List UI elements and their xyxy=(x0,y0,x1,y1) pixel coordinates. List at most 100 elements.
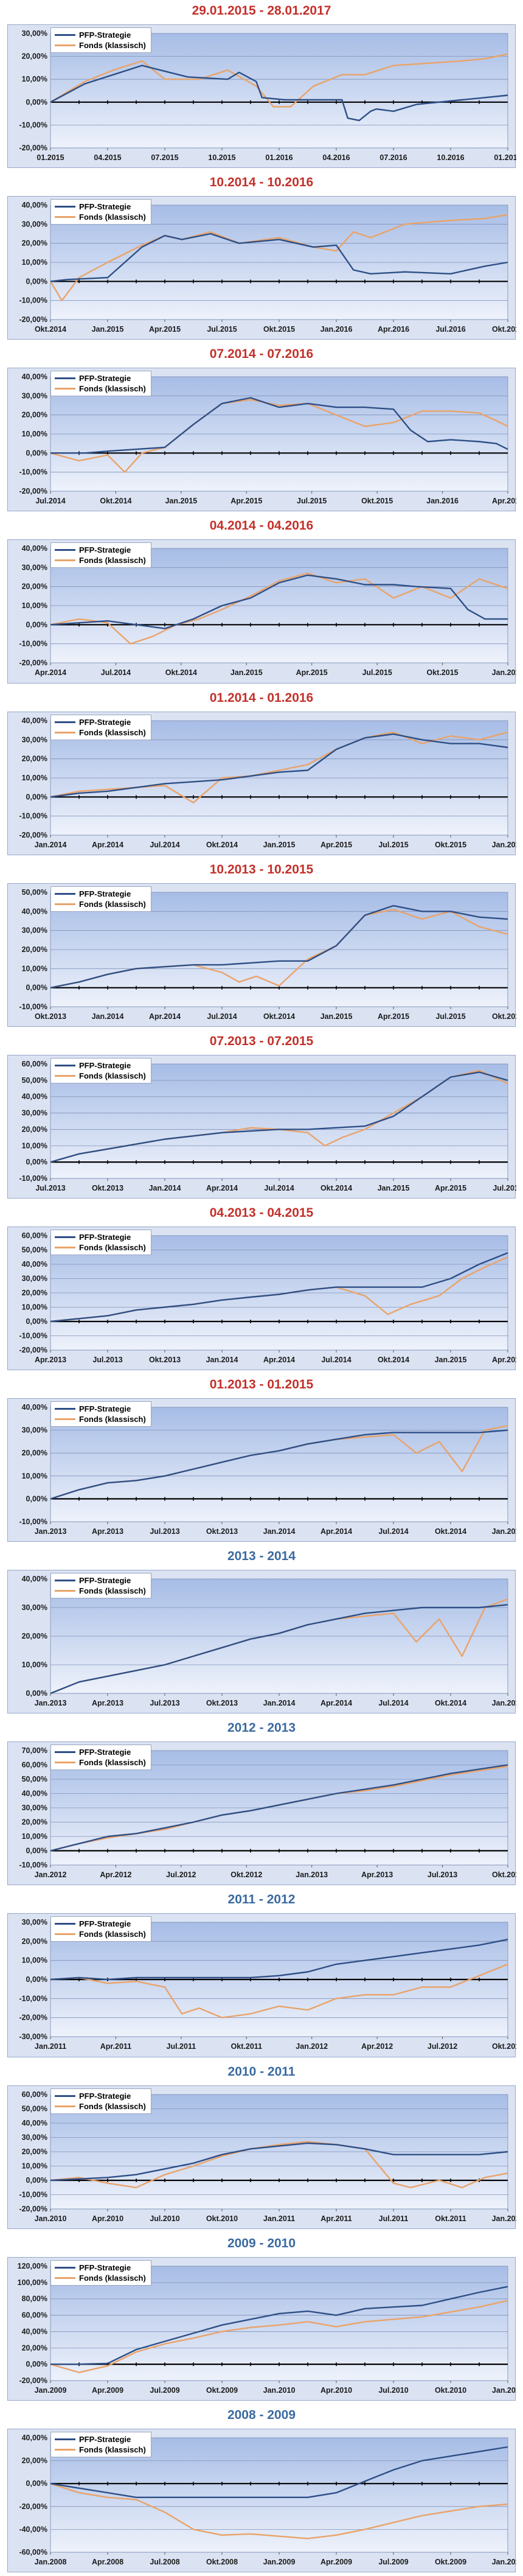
x-tick-label: Jan.2015 xyxy=(165,497,197,505)
chart-area: -10,00% 0,00% 10,00% 20,00% 30,00% 40,00% 50,0… xyxy=(7,883,516,1027)
legend-entry: Fonds (klassisch) xyxy=(55,1757,146,1768)
chart-legend: PFP-Strategie Fonds (klassisch) xyxy=(50,542,151,569)
legend-label: PFP-Strategie xyxy=(79,1919,131,1929)
chart-title: 2011 - 2012 xyxy=(227,1892,296,1907)
legend-label: PFP-Strategie xyxy=(79,374,131,383)
legend-label: Fonds (klassisch) xyxy=(79,2445,146,2454)
x-tick-label: Okt.2014 xyxy=(35,325,66,334)
x-tick-label: Jan.2012 xyxy=(492,2214,516,2223)
series-line-strategy xyxy=(50,2286,508,2365)
y-tick-label: -10,00% xyxy=(19,1995,47,2003)
legend-swatch xyxy=(55,2277,75,2279)
y-tick-label: 20,00% xyxy=(22,1449,47,1457)
legend-swatch xyxy=(55,1933,75,1936)
chart-panel: 01.2014 - 01.2016 -20,00% -10,00% 0,00% 10,0… xyxy=(0,687,523,859)
chart-title: 2010 - 2011 xyxy=(227,2064,296,2079)
chart-area: -10,00% 0,00% 10,00% 20,00% 30,00% 40,00% 50,0… xyxy=(7,1054,516,1199)
y-tick-label: 30,00% xyxy=(22,1603,47,1612)
y-tick-label: -60,00% xyxy=(19,2548,47,2557)
y-tick-label: -10,00% xyxy=(19,1331,47,1340)
x-tick-label: Apr.2015 xyxy=(492,1356,516,1364)
legend-swatch xyxy=(55,34,75,36)
y-tick-label: 40,00% xyxy=(22,1575,47,1583)
chart-legend: PFP-Strategie Fonds (klassisch) xyxy=(50,1573,151,1599)
legend-entry: Fonds (klassisch) xyxy=(55,383,146,394)
x-tick-label: Okt.2015 xyxy=(492,1012,516,1021)
chart-title: 29.01.2015 - 28.01.2017 xyxy=(192,4,331,18)
x-tick-label: Apr.2010 xyxy=(92,2214,123,2223)
legend-label: Fonds (klassisch) xyxy=(79,1930,146,1939)
legend-swatch xyxy=(55,2095,75,2097)
legend-entry: Fonds (klassisch) xyxy=(55,2273,146,2283)
y-tick-label: -20,00% xyxy=(19,2205,47,2213)
legend-entry: PFP-Strategie xyxy=(55,2434,146,2445)
chart-area: -20,00% -10,00% 0,00% 10,00% 20,00% 30,00% 40,… xyxy=(7,196,516,340)
y-tick-label: 80,00% xyxy=(22,2294,47,2303)
y-tick-label: 20,00% xyxy=(22,1289,47,1297)
legend-entry: Fonds (klassisch) xyxy=(55,2101,146,2112)
chart-title: 07.2014 - 07.2016 xyxy=(209,347,314,362)
y-tick-label: -20,00% xyxy=(19,659,47,667)
x-tick-label: Jul.2013 xyxy=(428,1871,457,1879)
y-tick-label: 0,00% xyxy=(26,1494,47,1503)
legend-swatch xyxy=(55,1408,75,1410)
y-tick-label: 20,00% xyxy=(22,754,47,763)
chart-panel: 10.2014 - 10.2016 -20,00% -10,00% 0,00% 10,0… xyxy=(0,172,523,343)
x-tick-label: Okt.2015 xyxy=(435,841,466,849)
y-tick-label: 60,00% xyxy=(22,1231,47,1240)
x-tick-label: Jan.2010 xyxy=(492,2558,516,2566)
x-tick-label: Jan.2015 xyxy=(492,1699,516,1707)
legend-label: PFP-Strategie xyxy=(79,545,131,555)
x-tick-label: 04.2016 xyxy=(322,153,350,162)
chart-legend: PFP-Strategie Fonds (klassisch) xyxy=(50,886,151,912)
y-tick-label: 30,00% xyxy=(22,220,47,228)
chart-legend: PFP-Strategie Fonds (klassisch) xyxy=(50,714,151,740)
x-tick-label: Okt.2012 xyxy=(492,2042,516,2051)
legend-label: Fonds (klassisch) xyxy=(79,1242,146,1252)
y-tick-label: 0,00% xyxy=(26,98,47,107)
x-tick-label: Jan.2014 xyxy=(92,1012,124,1021)
y-tick-label: 40,00% xyxy=(22,907,47,915)
y-tick-label: 50,00% xyxy=(22,1076,47,1085)
legend-entry: PFP-Strategie xyxy=(55,30,146,40)
x-tick-label: Jul.2016 xyxy=(435,325,465,334)
y-tick-label: -20,00% xyxy=(19,144,47,152)
chart-title: 04.2014 - 04.2016 xyxy=(209,519,314,533)
legend-label: PFP-Strategie xyxy=(79,2263,131,2272)
y-tick-label: 0,00% xyxy=(26,2360,47,2368)
chart-panel: 29.01.2015 - 28.01.2017 -20,00% -10,00% 0,0… xyxy=(0,0,523,172)
x-tick-label: Okt.2013 xyxy=(492,1871,516,1879)
y-tick-label: -20,00% xyxy=(19,1346,47,1354)
y-tick-label: 40,00% xyxy=(22,1790,47,1798)
chart-area: -10,00% 0,00% 10,00% 20,00% 30,00% 40,00% Jan.… xyxy=(7,1398,516,1542)
legend-entry: PFP-Strategie xyxy=(55,717,146,727)
legend-label: Fonds (klassisch) xyxy=(79,1758,146,1768)
y-tick-label: 20,00% xyxy=(22,2456,47,2465)
chart-title: 2009 - 2010 xyxy=(227,2236,296,2250)
x-tick-label: Jul.2014 xyxy=(321,1356,351,1364)
legend-swatch xyxy=(55,721,75,723)
y-tick-label: 30,00% xyxy=(22,1804,47,1812)
legend-swatch xyxy=(55,2266,75,2269)
x-tick-label: Apr.2015 xyxy=(435,1184,466,1192)
legend-label: PFP-Strategie xyxy=(79,717,131,727)
x-tick-label: Apr.2014 xyxy=(92,841,123,849)
chart-panel: 2013 - 2014 0,00% 10,00% 20,00% 30,00% 40,00%… xyxy=(0,1545,523,1717)
chart-svg: -10,00% 0,00% 10,00% 20,00% 30,00% 40,00% Jan.… xyxy=(19,1403,516,1536)
legend-swatch xyxy=(55,44,75,46)
legend-swatch xyxy=(55,2448,75,2451)
x-tick-label: Apr.2013 xyxy=(35,1356,66,1364)
y-tick-label: 60,00% xyxy=(22,2311,47,2319)
y-tick-label: -10,00% xyxy=(19,640,47,648)
y-tick-label: 0,00% xyxy=(26,1689,47,1698)
legend-entry: PFP-Strategie xyxy=(55,201,146,212)
y-tick-label: 40,00% xyxy=(22,1260,47,1269)
series-line-fund xyxy=(50,2140,508,2188)
legend-entry: Fonds (klassisch) xyxy=(55,727,146,738)
x-tick-label: Jul.2013 xyxy=(150,1527,179,1536)
legend-entry: Fonds (klassisch) xyxy=(55,40,146,51)
legend-swatch xyxy=(55,1246,75,1248)
y-tick-label: 10,00% xyxy=(22,1472,47,1480)
x-tick-label: Okt.2014 xyxy=(206,841,238,849)
chart-area: -20,00% -10,00% 0,00% 10,00% 20,00% 30,00% 40,… xyxy=(7,1226,516,1371)
